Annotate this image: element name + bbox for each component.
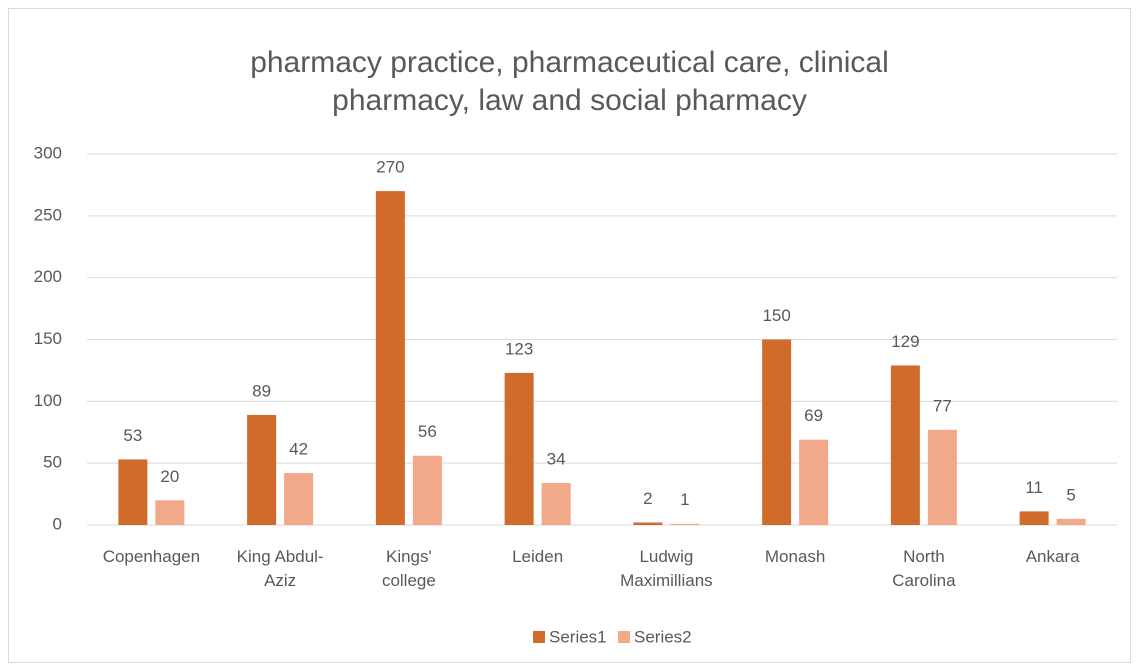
legend-swatch [533, 631, 545, 643]
y-tick-label: 250 [34, 205, 62, 224]
bar [1056, 518, 1086, 525]
bar [504, 372, 534, 525]
bar [155, 500, 185, 525]
x-tick-label: Kings' college [381, 547, 436, 590]
bar [670, 523, 700, 525]
data-label: 2 [643, 489, 652, 508]
data-label: 53 [123, 426, 142, 445]
chart-title: pharmacy practice, pharmaceutical care, … [250, 46, 889, 117]
data-label: 56 [418, 422, 437, 441]
legend-swatch [618, 631, 630, 643]
x-tick-label: Ludwig Maximillians [620, 547, 713, 590]
bar [247, 414, 277, 525]
x-tick-label: King Abdul-Aziz [236, 547, 324, 590]
bar [927, 429, 957, 525]
legend-label: Series2 [634, 627, 692, 646]
data-label: 270 [376, 158, 404, 177]
y-tick-label: 300 [34, 143, 62, 162]
bar [633, 522, 663, 525]
chart-border [8, 8, 1131, 663]
data-label: 89 [252, 381, 271, 400]
x-tick-label: Copenhagen [102, 547, 201, 566]
bar [799, 439, 829, 525]
data-label: 42 [289, 440, 308, 459]
data-label: 123 [505, 339, 533, 358]
bar [1019, 511, 1049, 525]
data-label: 5 [1066, 485, 1075, 504]
data-label: 77 [933, 396, 952, 415]
bar [762, 339, 792, 525]
data-label: 11 [1025, 478, 1043, 497]
data-label: 1 [680, 490, 689, 509]
y-tick-label: 150 [34, 329, 62, 348]
y-tick-label: 200 [34, 267, 62, 286]
bar [890, 365, 920, 525]
legend-label: Series1 [549, 627, 607, 646]
data-label: 150 [762, 306, 790, 325]
y-tick-label: 50 [43, 453, 62, 472]
bar [118, 459, 148, 525]
bar [284, 473, 314, 525]
y-tick-label: 0 [53, 514, 62, 533]
bar [541, 482, 571, 525]
x-tick-label: Ankara [1025, 547, 1080, 566]
bar [375, 191, 405, 525]
x-tick-label: Monash [764, 547, 826, 566]
x-tick-label: North Carolina [892, 547, 956, 590]
bar [412, 455, 442, 525]
data-label: 34 [547, 449, 566, 468]
x-tick-label: Leiden [512, 547, 564, 566]
data-label: 20 [160, 467, 179, 486]
y-tick-label: 100 [34, 391, 62, 410]
data-label: 129 [891, 332, 919, 351]
data-label: 69 [804, 406, 823, 425]
